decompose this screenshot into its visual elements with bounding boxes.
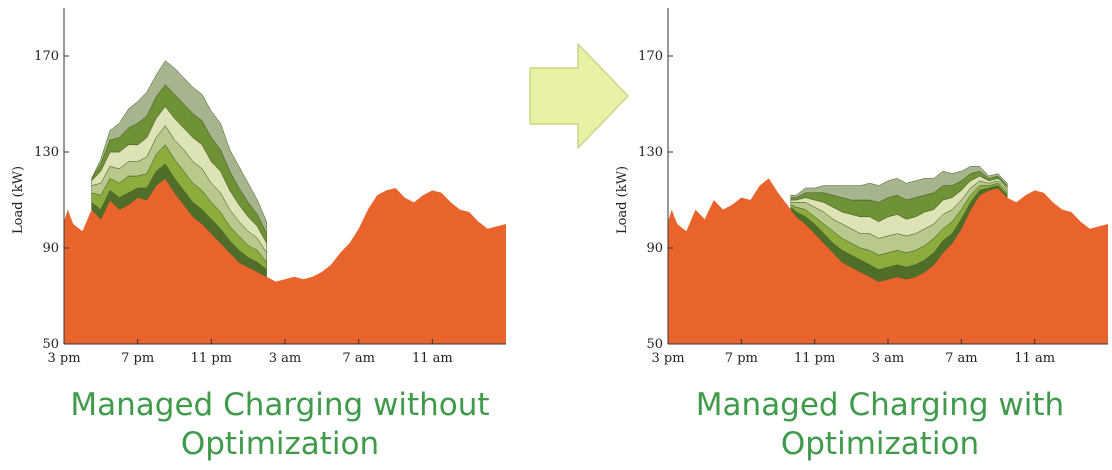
y-tick-label: 170	[34, 49, 59, 64]
x-tick-label: 11 pm	[794, 351, 835, 366]
y-tick-label: 170	[638, 49, 663, 64]
chart-right: 50 90 130 170 3 pm 7 pm 11 pm 3 am 7 am 11 am Load…	[615, 8, 1108, 366]
x-tick-label: 7 am	[342, 351, 374, 366]
caption-right-line-2: Optimization	[780, 426, 980, 462]
y-axis-label: Load (kW)	[11, 166, 26, 234]
x-tick-label: 11 am	[412, 351, 453, 366]
y-tick-label: 50	[646, 337, 663, 352]
y-tick-label: 90	[42, 241, 59, 256]
caption-left: Managed Charging without Optimization	[40, 386, 520, 464]
x-tick-label: 3 am	[872, 351, 904, 366]
base-load-area	[64, 178, 506, 344]
x-tick-label: 7 am	[945, 351, 977, 366]
x-tick-label: 7 pm	[121, 351, 154, 366]
x-tick-label: 3 pm	[47, 351, 80, 366]
right-arrow-icon	[529, 43, 629, 149]
x-tick-label: 3 pm	[651, 351, 684, 366]
x-tick-label: 3 am	[269, 351, 301, 366]
y-axis-label: Load (kW)	[615, 166, 630, 234]
ev-charging-layer-6	[91, 60, 267, 234]
caption-right: Managed Charging with Optimization	[640, 386, 1112, 464]
y-tick-label: 130	[34, 145, 59, 160]
caption-left-line-1: Managed Charging without	[70, 387, 490, 423]
x-tick-label: 11 pm	[191, 351, 232, 366]
caption-left-line-2: Optimization	[180, 426, 380, 462]
y-tick-label: 130	[638, 145, 663, 160]
x-tick-label: 11 am	[1014, 351, 1055, 366]
ev-charging-layer-6	[790, 166, 1008, 203]
y-tick-label: 50	[42, 337, 59, 352]
y-tick-label: 90	[646, 241, 663, 256]
x-tick-label: 7 pm	[725, 351, 758, 366]
base-load-area	[668, 178, 1108, 344]
caption-right-line-1: Managed Charging with	[695, 387, 1065, 423]
chart-left: 50 90 130 170 3 pm 7 pm 11 pm 3 am 7 am 11 am Load…	[11, 8, 506, 366]
